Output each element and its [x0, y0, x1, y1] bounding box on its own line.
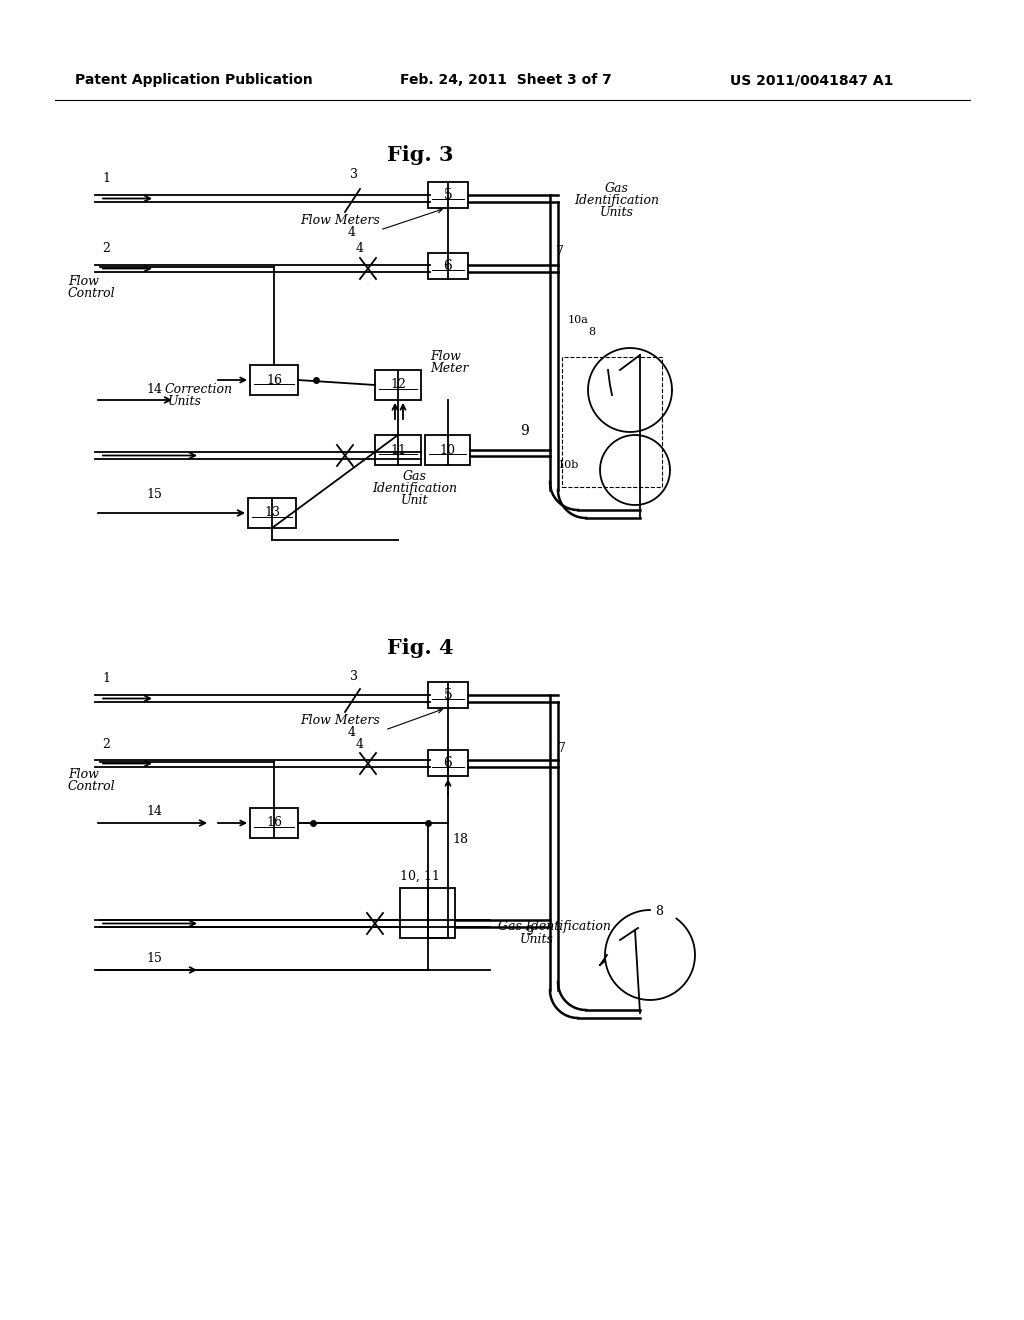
Text: 8: 8: [655, 906, 663, 917]
Text: 5: 5: [443, 187, 453, 202]
Text: 3: 3: [350, 671, 358, 682]
Text: 2: 2: [102, 738, 110, 751]
Text: 10b: 10b: [558, 459, 580, 470]
Text: Units: Units: [600, 206, 634, 219]
Text: 16: 16: [266, 817, 282, 829]
Text: 13: 13: [264, 507, 280, 520]
Bar: [428, 750, 468, 776]
Text: 9: 9: [525, 925, 532, 939]
Bar: [375, 370, 421, 400]
Text: 12: 12: [390, 379, 406, 392]
Text: Units: Units: [520, 933, 554, 946]
Bar: [428, 682, 468, 708]
Text: Identification: Identification: [373, 482, 458, 495]
Text: 7: 7: [558, 742, 566, 755]
Text: 10, 11: 10, 11: [400, 870, 440, 883]
Text: 15: 15: [146, 952, 162, 965]
Text: 2: 2: [102, 242, 110, 255]
Text: Unit: Unit: [401, 494, 429, 507]
Text: Flow: Flow: [68, 768, 99, 781]
Bar: [562, 356, 662, 487]
Text: 14: 14: [146, 805, 162, 818]
Text: 15: 15: [146, 488, 162, 502]
Bar: [425, 436, 470, 465]
Text: 8: 8: [588, 327, 595, 337]
Text: 5: 5: [443, 688, 453, 702]
Text: Identification: Identification: [574, 194, 659, 207]
Text: Flow: Flow: [430, 350, 461, 363]
Text: 1: 1: [102, 672, 110, 685]
Bar: [400, 888, 455, 939]
Text: 4: 4: [356, 738, 364, 751]
Bar: [375, 436, 421, 465]
Bar: [428, 253, 468, 279]
Bar: [248, 498, 296, 528]
Bar: [250, 366, 298, 395]
Text: 16: 16: [266, 374, 282, 387]
Text: Flow Meters: Flow Meters: [300, 714, 380, 727]
Text: Flow: Flow: [68, 275, 99, 288]
Text: Control: Control: [68, 286, 116, 300]
Text: 6: 6: [443, 259, 453, 273]
Text: Fig. 4: Fig. 4: [387, 638, 454, 657]
Text: 7: 7: [556, 246, 564, 257]
Text: Gas: Gas: [403, 470, 427, 483]
Text: Gas: Gas: [605, 182, 629, 195]
Text: 4: 4: [348, 226, 356, 239]
Text: 4: 4: [356, 242, 364, 255]
Bar: [250, 808, 298, 838]
Text: Correction: Correction: [165, 383, 233, 396]
Text: 18: 18: [452, 833, 468, 846]
Text: Meter: Meter: [430, 362, 469, 375]
Text: 9: 9: [520, 424, 528, 438]
Bar: [428, 182, 468, 209]
Text: US 2011/0041847 A1: US 2011/0041847 A1: [730, 73, 893, 87]
Text: Feb. 24, 2011  Sheet 3 of 7: Feb. 24, 2011 Sheet 3 of 7: [400, 73, 611, 87]
Text: 4: 4: [348, 726, 356, 739]
Text: 14: 14: [146, 383, 162, 396]
Text: Units: Units: [168, 395, 202, 408]
Text: 1: 1: [102, 172, 110, 185]
Text: Gas Identification: Gas Identification: [498, 920, 611, 933]
Text: 11: 11: [390, 444, 406, 457]
Text: 6: 6: [443, 756, 453, 770]
Text: 3: 3: [350, 168, 358, 181]
Text: 10a: 10a: [568, 315, 589, 325]
Text: 10: 10: [439, 444, 456, 457]
Text: Fig. 3: Fig. 3: [387, 145, 454, 165]
Text: Flow Meters: Flow Meters: [300, 214, 380, 227]
Text: Control: Control: [68, 780, 116, 793]
Text: Patent Application Publication: Patent Application Publication: [75, 73, 312, 87]
